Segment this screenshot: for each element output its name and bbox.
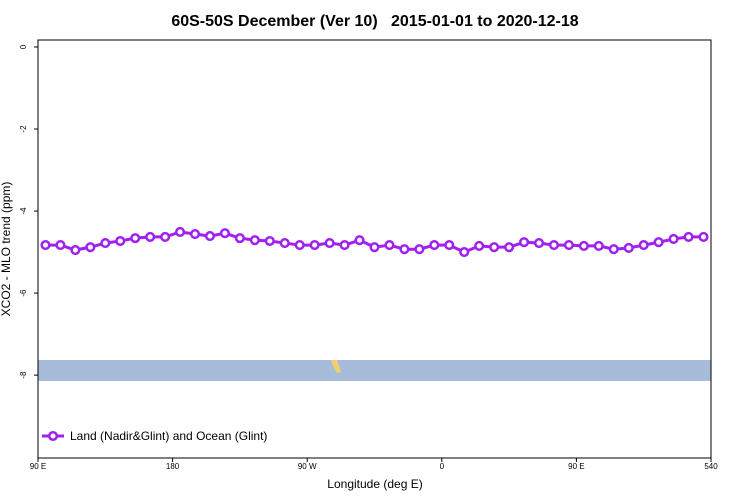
point (593, 240, 604, 251)
point (160, 231, 171, 242)
y-tick-label: -8 (19, 371, 28, 379)
point (354, 235, 365, 246)
x-tick-label: 90 E (568, 462, 584, 471)
point (384, 240, 395, 251)
point (85, 242, 96, 253)
point (668, 233, 679, 244)
y-tick-label: -2 (19, 125, 28, 133)
point (100, 238, 111, 249)
point (40, 240, 51, 251)
point (294, 240, 305, 251)
point (309, 240, 320, 251)
point (130, 233, 141, 244)
point (55, 240, 66, 251)
x-axis-label: Longitude (deg E) (327, 477, 422, 491)
y-tick-label: -4 (19, 207, 28, 215)
point (698, 231, 709, 242)
point (444, 240, 455, 251)
point (489, 242, 500, 253)
plot-frame (37, 39, 712, 459)
point (563, 240, 574, 251)
point (638, 240, 649, 251)
point (653, 237, 664, 248)
point (548, 240, 560, 251)
point (234, 233, 245, 244)
legend-point (47, 430, 59, 442)
point (175, 226, 186, 238)
point (623, 242, 634, 254)
point (264, 235, 275, 247)
point (249, 235, 260, 246)
point (414, 244, 425, 255)
x-tick-label: 180 (166, 462, 180, 471)
x-tick-label: 90 W (298, 462, 317, 471)
point (683, 231, 694, 242)
chart-title: 60S-50S December (Ver 10) 2015-01-01 to … (171, 13, 578, 30)
point (70, 244, 81, 256)
point (115, 235, 126, 247)
point (204, 231, 216, 242)
x-tick-label: 540 (704, 462, 718, 471)
y-axis-label: XCO2 - MLO trend (ppm) (0, 182, 13, 317)
x-tick-label: 90 E (30, 462, 46, 471)
point (533, 238, 545, 249)
point (504, 242, 515, 253)
point (145, 231, 156, 242)
point (474, 240, 485, 251)
point (429, 240, 440, 251)
point (279, 238, 290, 249)
point (369, 242, 380, 253)
point (608, 244, 619, 255)
y-tick-label: 0 (19, 44, 28, 49)
land-patch (331, 360, 341, 373)
point (459, 247, 470, 258)
map-strip (38, 360, 711, 381)
x-tick-label: 0 (440, 462, 445, 471)
point (399, 244, 410, 255)
point (578, 240, 589, 251)
point (339, 240, 350, 251)
point (219, 228, 230, 239)
y-tick-label: -6 (19, 289, 28, 297)
point (324, 238, 335, 249)
legend-label: Land (Nadir&Glint) and Ocean (Glint) (70, 429, 267, 443)
point (189, 228, 201, 240)
point (519, 237, 530, 248)
